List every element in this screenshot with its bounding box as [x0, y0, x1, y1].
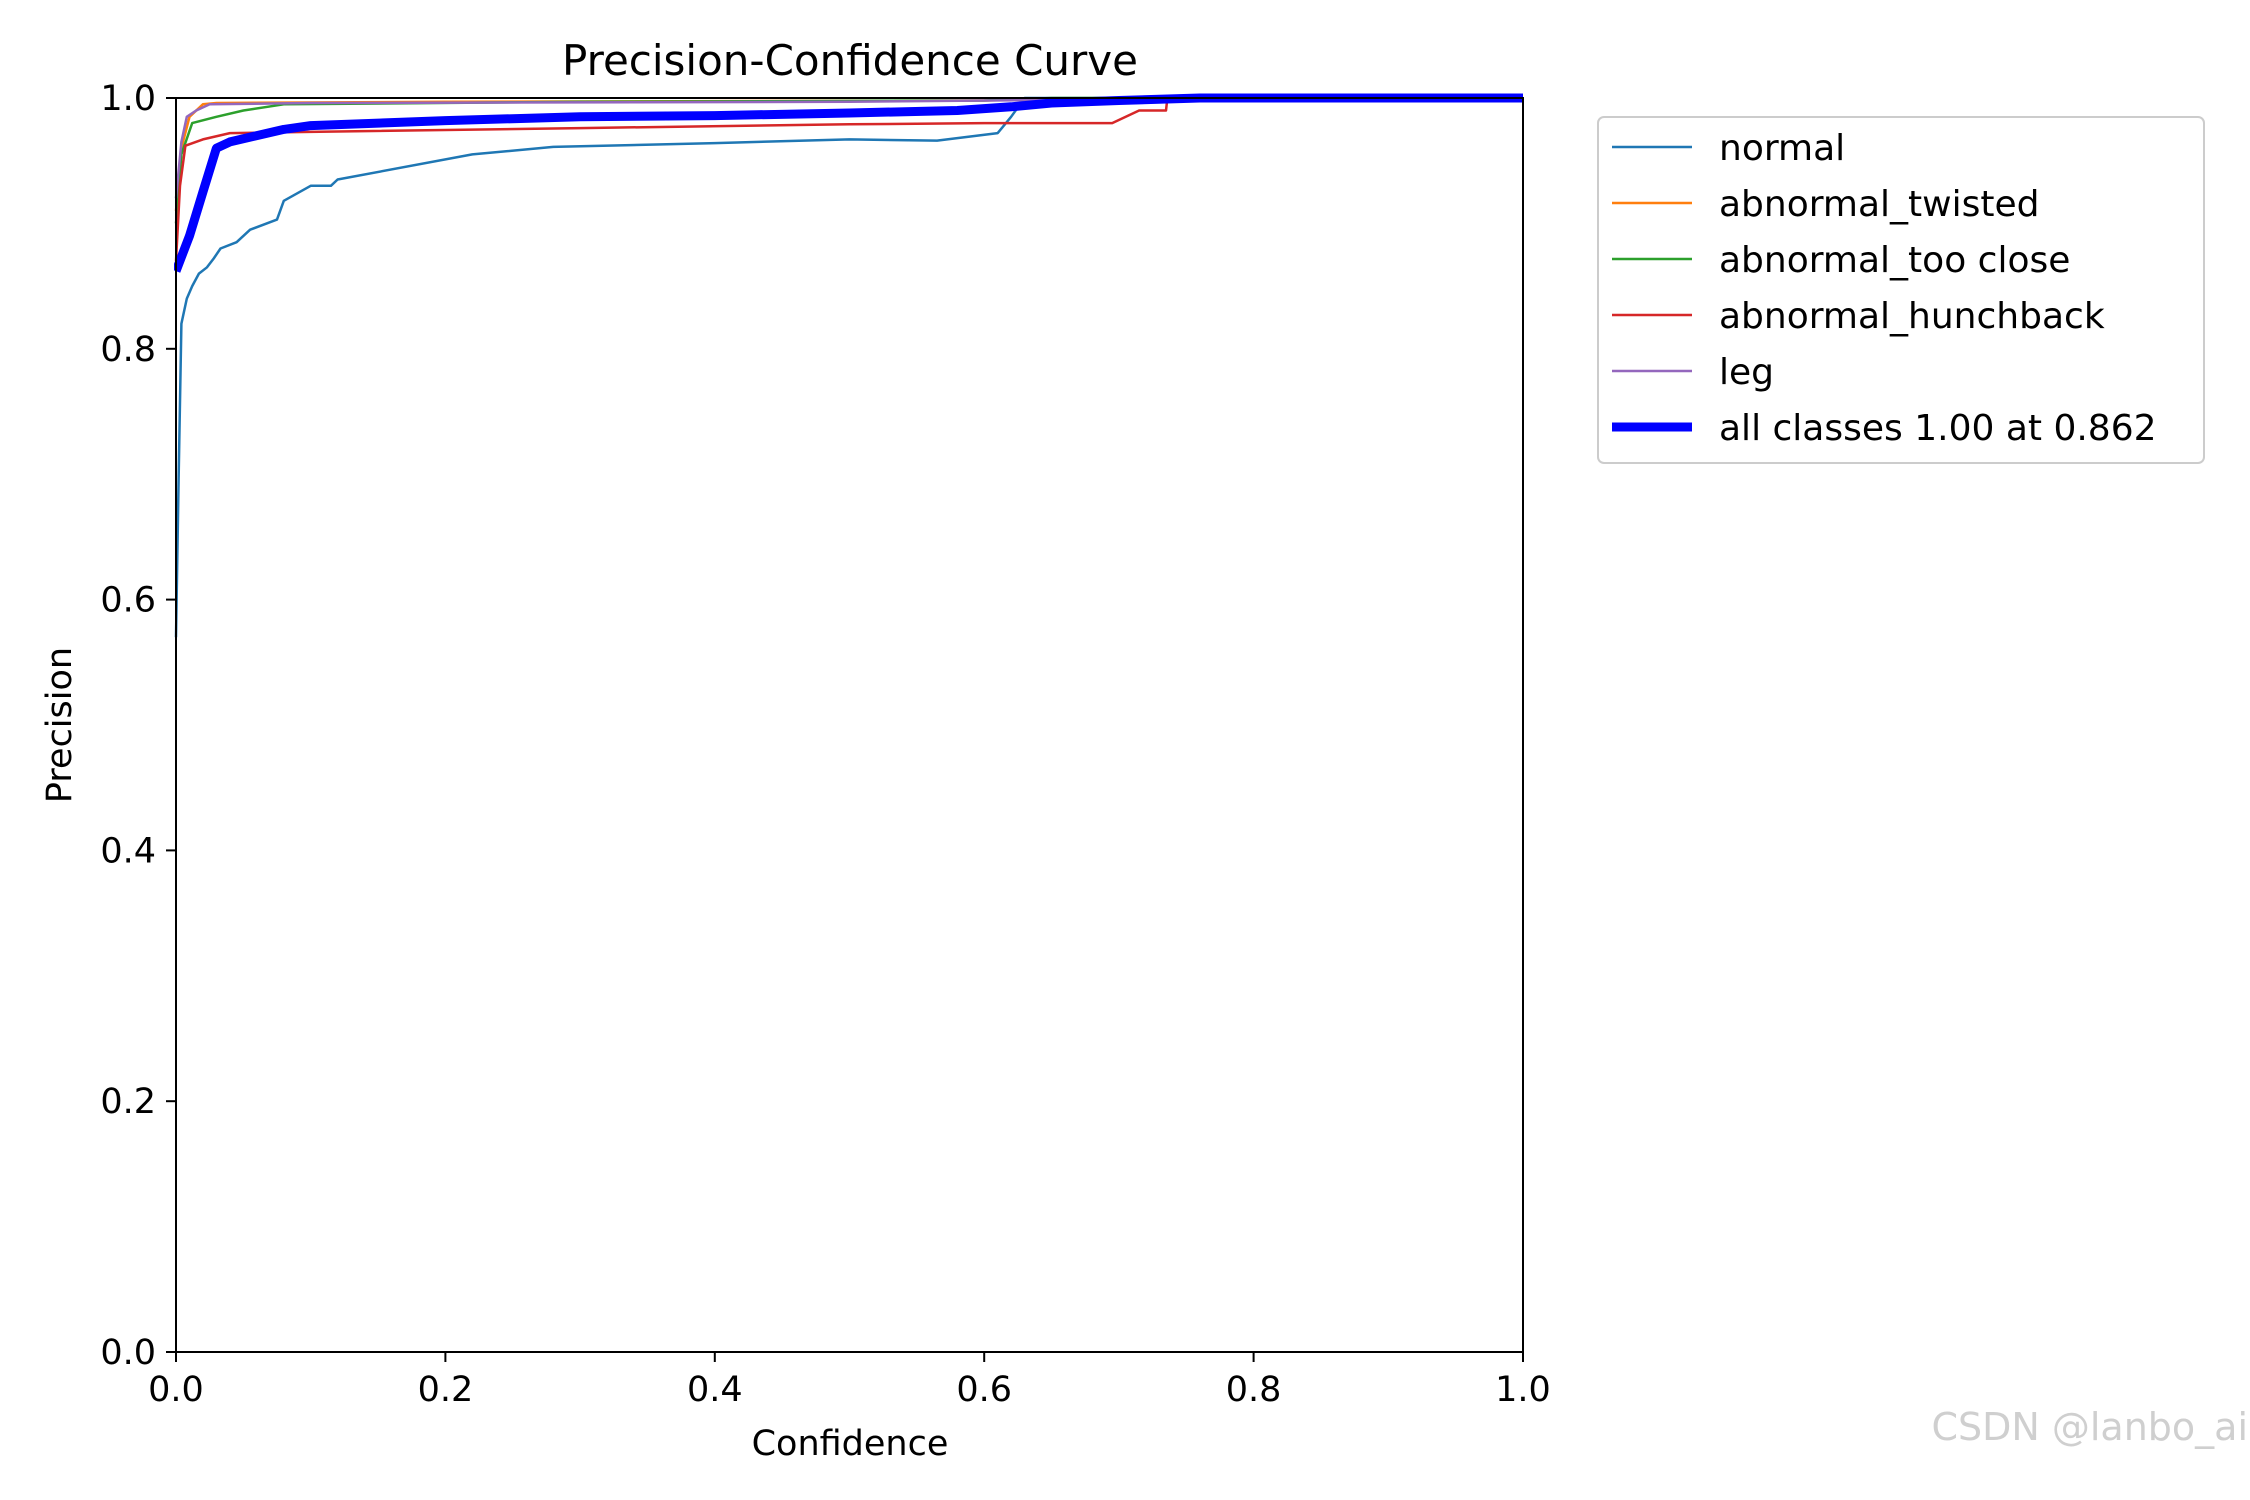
series-layer [174, 93, 1523, 638]
x-axis-label: Confidence [752, 1424, 949, 1464]
y-tick-label: 0.6 [100, 581, 156, 621]
x-tick-label: 0.2 [418, 1370, 474, 1410]
series-line-all-classes-1-00-at-0-862 [174, 93, 1523, 273]
watermark: CSDN @lanbo_ai [1931, 1405, 2248, 1449]
legend-box [1597, 116, 2205, 464]
y-tick-label: 1.0 [100, 79, 156, 119]
plot-frame [175, 97, 1524, 1353]
y-tick-label: 0.4 [100, 831, 156, 871]
y-tick-label: 0.2 [100, 1082, 156, 1122]
legend: normal abnormal_twisted abnormal_too close… [1597, 116, 2205, 464]
chart-title: Precision-Confidence Curve [562, 36, 1138, 85]
legend-label-all-classes-1-00-at-0-862: all classes 1.00 at 0.862 [1719, 408, 2157, 449]
x-tick-label: 0.6 [956, 1370, 1012, 1410]
legend-label-leg: leg [1719, 352, 1774, 393]
x-tick-label: 0.8 [1226, 1370, 1282, 1410]
series-line-abnormal-hunchback [174, 96, 1523, 262]
y-axis: 0.0 0.2 0.4 0.6 0.8 1.0 [100, 79, 176, 1373]
legend-label-normal: normal [1719, 128, 1845, 169]
legend-label-abnormal-twisted: abnormal_twisted [1719, 184, 2039, 225]
series-line-normal [174, 96, 1523, 638]
legend-label-abnormal-hunchback: abnormal_hunchback [1719, 296, 2105, 337]
x-tick-label: 1.0 [1495, 1370, 1551, 1410]
plot-area [174, 93, 1524, 1353]
y-axis-label: Precision [40, 647, 80, 803]
y-tick-label: 0.8 [100, 330, 156, 370]
x-tick-label: 0.4 [687, 1370, 743, 1410]
x-axis: 0.0 0.2 0.4 0.6 0.8 1.0 [148, 1352, 1551, 1410]
legend-label-abnormal-too-close: abnormal_too close [1719, 240, 2070, 281]
x-tick-label: 0.0 [148, 1370, 204, 1410]
y-tick-label: 0.0 [100, 1333, 156, 1373]
